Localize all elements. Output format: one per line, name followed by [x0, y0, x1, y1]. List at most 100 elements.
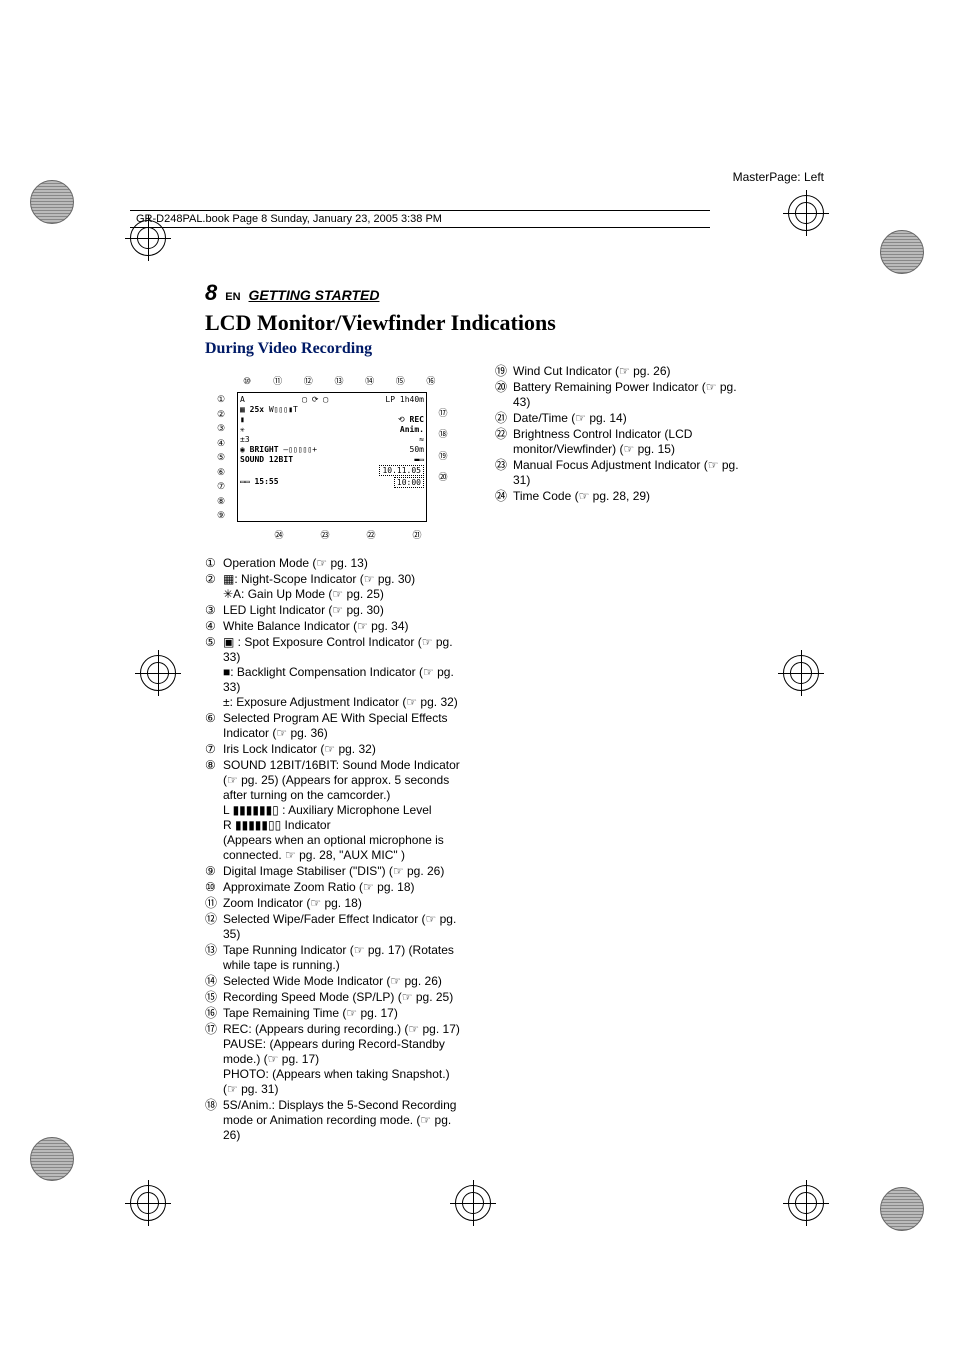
- indicator-number: ㉑: [495, 411, 509, 426]
- lcd-rec: REC: [410, 415, 424, 424]
- indicator-item: ⑨ Digital Image Stabiliser ("DIS") (☞ pg.…: [205, 864, 465, 879]
- indicator-number: ⑤: [205, 635, 219, 710]
- indicator-item: ㉑ Date/Time (☞ pg. 14): [495, 411, 755, 426]
- callout-number: ㉔: [273, 530, 285, 542]
- left-column: ⑩⑪⑫⑬⑭⑮⑯ ①②③④⑤⑥⑦⑧⑨ ⑰⑱⑲⑳ ㉔㉓㉒㉑ A ▢ ⟳ ▢ LP 1…: [205, 364, 465, 1144]
- indicator-text: Selected Wipe/Fader Effect Indicator (☞ …: [223, 912, 465, 942]
- indicator-number: ⑧: [205, 758, 219, 863]
- callout-number: ⑲: [437, 451, 449, 463]
- lcd-anim: Anim.: [400, 425, 424, 434]
- callout-number: ⑳: [437, 472, 449, 484]
- lcd-bright-bar: –▯▯▯▯▯+: [283, 445, 317, 454]
- indicator-text: ▣ : Spot Exposure Control Indicator (☞ p…: [223, 635, 465, 710]
- indicator-text: Brightness Control Indicator (LCD monito…: [513, 427, 755, 457]
- indicator-text: Time Code (☞ pg. 28, 29): [513, 489, 755, 504]
- indicator-item: ㉔ Time Code (☞ pg. 28, 29): [495, 489, 755, 504]
- lcd-date: 10.11.05: [382, 466, 421, 475]
- indicator-item: ⑫Selected Wipe/Fader Effect Indicator (☞…: [205, 912, 465, 942]
- lcd-diagram: ⑩⑪⑫⑬⑭⑮⑯ ①②③④⑤⑥⑦⑧⑨ ⑰⑱⑲⑳ ㉔㉓㉒㉑ A ▢ ⟳ ▢ LP 1…: [213, 364, 443, 544]
- globe-decoration: [880, 230, 924, 274]
- registration-mark: [130, 1185, 166, 1221]
- indicator-number: ①: [205, 556, 219, 571]
- callout-number: ㉒: [365, 530, 377, 542]
- indicator-number: ⑯: [205, 1006, 219, 1021]
- callout-number: ⑦: [215, 481, 227, 493]
- indicator-item: ⑤▣ : Spot Exposure Control Indicator (☞ …: [205, 635, 465, 710]
- callout-number: ⑱: [437, 429, 449, 441]
- callout-number: ⑤: [215, 452, 227, 464]
- callout-number: ⑰: [437, 408, 449, 420]
- indicator-item: ㉒Brightness Control Indicator (LCD monit…: [495, 427, 755, 457]
- indicator-item: ⑬Tape Running Indicator (☞ pg. 17) (Rota…: [205, 943, 465, 973]
- lcd-bright: BRIGHT: [250, 445, 279, 454]
- callout-number: ③: [215, 423, 227, 435]
- callout-number: ⑭: [364, 376, 376, 388]
- callout-number: ⑮: [394, 376, 406, 388]
- indicator-number: ⑦: [205, 742, 219, 757]
- callout-number: ⑪: [272, 376, 284, 388]
- callout-number: ②: [215, 409, 227, 421]
- indicator-text: Manual Focus Adjustment Indicator (☞ pg.…: [513, 458, 755, 488]
- indicator-text: Tape Remaining Time (☞ pg. 17): [223, 1006, 465, 1021]
- indicator-number: ㉓: [495, 458, 509, 488]
- indicator-text: LED Light Indicator (☞ pg. 30): [223, 603, 465, 618]
- indicator-item: ⑲Wind Cut Indicator (☞ pg. 26): [495, 364, 755, 379]
- globe-decoration: [30, 1137, 74, 1181]
- indicator-text: Digital Image Stabiliser ("DIS") (☞ pg. …: [223, 864, 465, 879]
- indicator-text: Approximate Zoom Ratio (☞ pg. 18): [223, 880, 465, 895]
- indicator-text: Zoom Indicator (☞ pg. 18): [223, 896, 465, 911]
- indicator-item: ⑱5S/Anim.: Displays the 5-Second Recordi…: [205, 1098, 465, 1143]
- indicator-number: ㉔: [495, 489, 509, 504]
- indicator-text: REC: (Appears during recording.) (☞ pg. …: [223, 1022, 465, 1097]
- indicator-number: ㉒: [495, 427, 509, 457]
- indicator-number: ⑭: [205, 974, 219, 989]
- indicator-text: Date/Time (☞ pg. 14): [513, 411, 755, 426]
- indicator-item: ②▦: Night-Scope Indicator (☞ pg. 30) ✳A:…: [205, 572, 465, 602]
- callout-number: ⑧: [215, 496, 227, 508]
- indicator-item: ⑧SOUND 12BIT/16BIT: Sound Mode Indicator…: [205, 758, 465, 863]
- indicator-list-right: ⑲Wind Cut Indicator (☞ pg. 26)⑳Battery R…: [495, 364, 755, 504]
- indicator-item: ⑮ Recording Speed Mode (SP/LP) (☞ pg. 25): [205, 990, 465, 1005]
- indicator-number: ⑫: [205, 912, 219, 942]
- indicator-text: Selected Wide Mode Indicator (☞ pg. 26): [223, 974, 465, 989]
- indicator-text: SOUND 12BIT/16BIT: Sound Mode Indicator …: [223, 758, 465, 863]
- callout-number: ⑨: [215, 510, 227, 522]
- indicator-text: Recording Speed Mode (SP/LP) (☞ pg. 25): [223, 990, 465, 1005]
- indicator-number: ⑰: [205, 1022, 219, 1097]
- indicator-number: ⑬: [205, 943, 219, 973]
- globe-decoration: [880, 1187, 924, 1231]
- indicator-item: ㉓Manual Focus Adjustment Indicator (☞ pg…: [495, 458, 755, 488]
- lcd-zoom: 25x: [250, 405, 264, 414]
- lcd-lp: LP: [385, 395, 395, 404]
- language-code: EN: [225, 291, 240, 303]
- lcd-sound: SOUND: [240, 455, 264, 464]
- right-column: ⑲Wind Cut Indicator (☞ pg. 26)⑳Battery R…: [495, 364, 755, 1144]
- indicator-number: ⑳: [495, 380, 509, 410]
- callout-number: ⑯: [425, 376, 437, 388]
- callout-number: ⑩: [241, 376, 253, 388]
- callout-number: ①: [215, 394, 227, 406]
- globe-decoration: [30, 180, 74, 224]
- indicator-number: ⑩: [205, 880, 219, 895]
- indicator-text: White Balance Indicator (☞ pg. 34): [223, 619, 465, 634]
- indicator-text: Iris Lock Indicator (☞ pg. 32): [223, 742, 465, 757]
- indicator-number: ⑲: [495, 364, 509, 379]
- indicator-number: ②: [205, 572, 219, 602]
- indicator-number: ⑮: [205, 990, 219, 1005]
- indicator-item: ⑯ Tape Remaining Time (☞ pg. 17): [205, 1006, 465, 1021]
- lcd-exposure: ±3: [240, 435, 250, 444]
- indicator-item: ①Operation Mode (☞ pg. 13): [205, 556, 465, 571]
- callout-number: ④: [215, 438, 227, 450]
- page-subtitle: During Video Recording: [205, 340, 850, 358]
- indicator-number: ⑨: [205, 864, 219, 879]
- callout-number: ㉓: [319, 530, 331, 542]
- page-title: LCD Monitor/Viewfinder Indications: [205, 310, 850, 336]
- indicator-text: ▦: Night-Scope Indicator (☞ pg. 30) ✳A: …: [223, 572, 465, 602]
- indicator-item: ⑰REC: (Appears during recording.) (☞ pg.…: [205, 1022, 465, 1097]
- registration-mark: [788, 1185, 824, 1221]
- lcd-time: 10:00: [397, 478, 421, 487]
- callout-number: ⑫: [302, 376, 314, 388]
- indicator-number: ⑱: [205, 1098, 219, 1143]
- indicator-number: ④: [205, 619, 219, 634]
- page-heading: 8 EN GETTING STARTED: [205, 280, 850, 306]
